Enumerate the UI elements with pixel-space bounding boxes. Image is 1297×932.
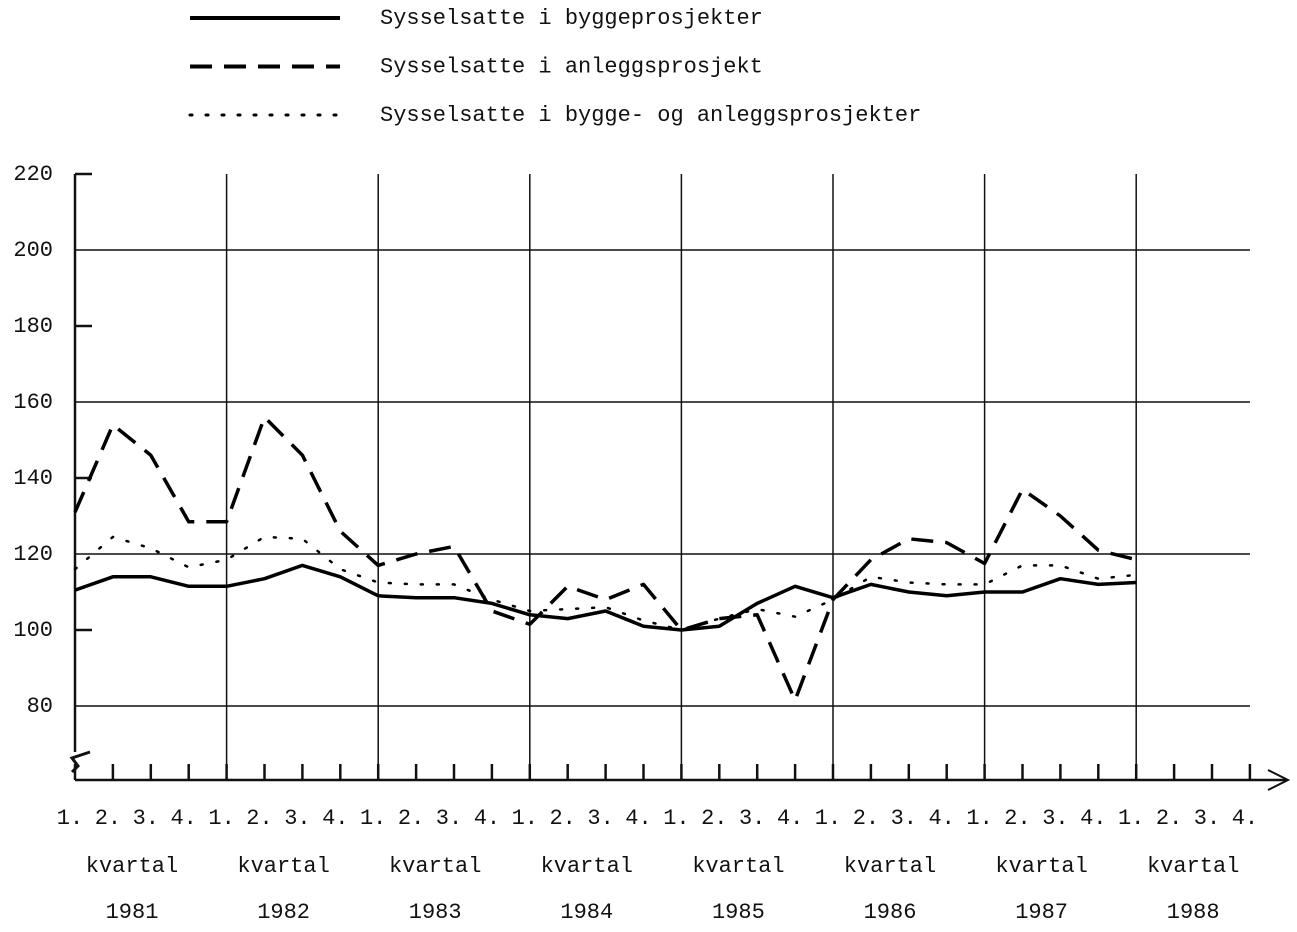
year-label: 1988 <box>1167 900 1220 925</box>
x-tick-label: 4. <box>322 806 348 831</box>
year-label: 1986 <box>864 900 917 925</box>
x-tick-label: 1. <box>663 806 689 831</box>
period-label: kvartal <box>86 854 178 879</box>
x-tick-label: 2. <box>1156 806 1182 831</box>
year-label: 1985 <box>712 900 765 925</box>
x-tick-label: 3. <box>587 806 613 831</box>
x-tick-label: 2. <box>1004 806 1030 831</box>
period-label: kvartal <box>541 854 633 879</box>
x-tick-label: 2. <box>549 806 575 831</box>
x-tick-label: 4. <box>777 806 803 831</box>
period-label: kvartal <box>995 854 1087 879</box>
y-tick-label: 160 <box>13 390 53 415</box>
x-tick-label: 1. <box>208 806 234 831</box>
y-tick-label: 120 <box>13 542 53 567</box>
x-tick-label: 3. <box>1042 806 1068 831</box>
x-tick-label: 2. <box>853 806 879 831</box>
period-label: kvartal <box>1147 854 1239 879</box>
x-tick-label: 1. <box>512 806 538 831</box>
axis-arrow <box>1267 769 1291 791</box>
year-label: 1984 <box>560 900 613 925</box>
year-label: 1982 <box>257 900 310 925</box>
series-line <box>74 563 1137 632</box>
x-tick-label: 4. <box>928 806 954 831</box>
x-tick-label: 4. <box>474 806 500 831</box>
x-tick-label: 1. <box>1118 806 1144 831</box>
x-tick-label: 2. <box>95 806 121 831</box>
y-tick-label: 100 <box>13 618 53 643</box>
x-tick-label: 1. <box>360 806 386 831</box>
x-tick-label: 3. <box>739 806 765 831</box>
x-tick-label: 2. <box>398 806 424 831</box>
y-tick-label: 80 <box>27 694 53 719</box>
x-tick-label: 2. <box>701 806 727 831</box>
legend-label: Sysselsatte i anleggsprosjekt <box>380 54 763 79</box>
y-tick-label: 200 <box>13 238 53 263</box>
x-tick-label: 4. <box>625 806 651 831</box>
year-label: 1987 <box>1015 900 1068 925</box>
period-label: kvartal <box>844 854 936 879</box>
x-tick-label: 3. <box>133 806 159 831</box>
x-tick-label: 3. <box>284 806 310 831</box>
x-tick-label: 3. <box>891 806 917 831</box>
y-tick-label: 220 <box>13 162 53 187</box>
series-line <box>73 415 1137 703</box>
legend-label: Sysselsatte i byggeprosjekter <box>380 6 763 31</box>
x-tick-label: 1. <box>57 806 83 831</box>
x-tick-label: 4. <box>1232 806 1258 831</box>
x-tick-label: 3. <box>1194 806 1220 831</box>
year-label: 1981 <box>106 900 159 925</box>
period-label: kvartal <box>389 854 481 879</box>
x-tick-label: 1. <box>966 806 992 831</box>
x-tick-label: 4. <box>170 806 196 831</box>
series-line <box>73 535 1138 632</box>
x-tick-label: 1. <box>815 806 841 831</box>
y-tick-label: 180 <box>13 314 53 339</box>
y-tick-label: 140 <box>13 466 53 491</box>
year-label: 1983 <box>409 900 462 925</box>
x-tick-label: 4. <box>1080 806 1106 831</box>
x-tick-label: 2. <box>246 806 272 831</box>
period-label: kvartal <box>237 854 329 879</box>
legend-label: Sysselsatte i bygge- og anleggsprosjekte… <box>380 103 921 128</box>
x-tick-label: 3. <box>436 806 462 831</box>
period-label: kvartal <box>692 854 784 879</box>
